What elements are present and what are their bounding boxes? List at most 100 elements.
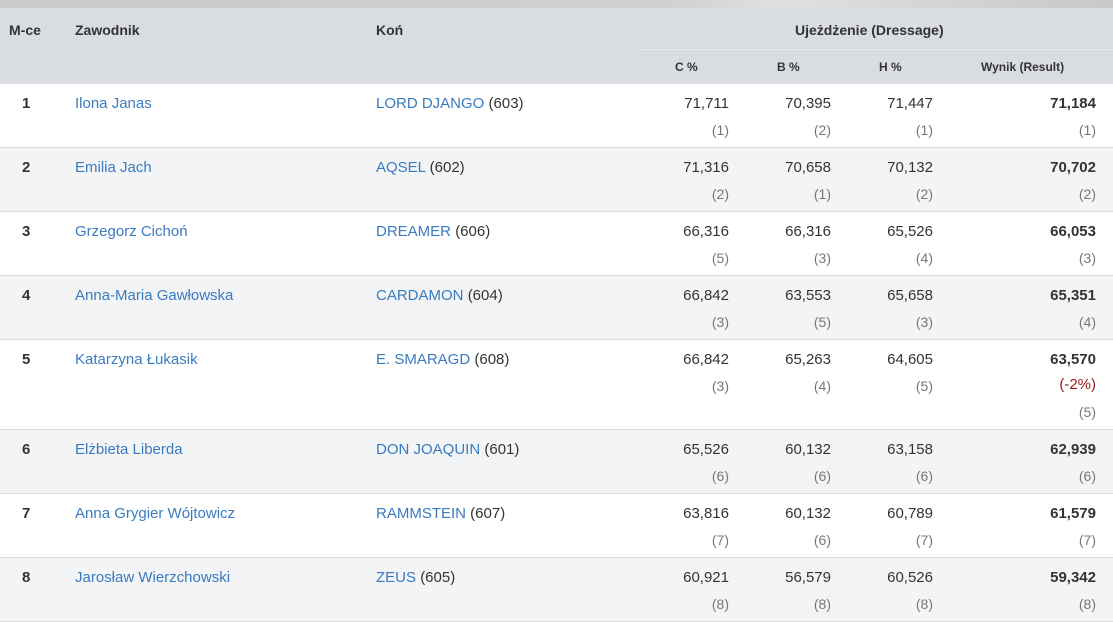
position: 7: [22, 505, 31, 522]
horse-number: (603): [488, 95, 524, 112]
horse-link[interactable]: ZEUS: [376, 569, 417, 586]
horse-cell: LORD DJANGO (603): [376, 95, 524, 112]
table-row: 7 Anna Grygier Wójtowicz RAMMSTEIN (607)…: [0, 494, 1113, 558]
rider-link[interactable]: Katarzyna Łukasik: [75, 351, 198, 368]
horse-link[interactable]: DREAMER: [376, 223, 452, 240]
score-c: 71,316: [683, 159, 729, 176]
rider-link[interactable]: Elżbieta Liberda: [75, 441, 183, 458]
score-h: 64,605: [887, 351, 933, 368]
table-row: 2 Emilia Jach AQSEL (602) 71,316 (2) 70,…: [0, 148, 1113, 212]
result-score: 62,939: [1050, 441, 1096, 458]
table-row: 3 Grzegorz Cichoń DREAMER (606) 66,316 (…: [0, 212, 1113, 276]
result-rank: (1): [1078, 122, 1096, 138]
score-b: 56,579: [785, 569, 831, 586]
col-horse: Koń: [376, 22, 404, 38]
col-b: B %: [777, 60, 800, 74]
rank-h: (2): [915, 186, 933, 202]
rank-h: (5): [915, 378, 933, 394]
horse-cell: CARDAMON (604): [376, 287, 503, 304]
result-score: 63,570: [1050, 351, 1096, 368]
result-score: 65,351: [1050, 287, 1096, 304]
result-rank: (5): [1078, 404, 1096, 420]
score-h: 70,132: [887, 159, 933, 176]
rank-h: (8): [915, 596, 933, 612]
horse-number: (601): [484, 441, 520, 458]
rank-c: (1): [711, 122, 729, 138]
result-score: 59,342: [1050, 569, 1096, 586]
score-b: 66,316: [785, 223, 831, 240]
result-rank: (2): [1078, 186, 1096, 202]
score-b: 70,658: [785, 159, 831, 176]
horse-number: (608): [474, 351, 510, 368]
result-rank: (3): [1078, 250, 1096, 266]
result-rank: (4): [1078, 314, 1096, 330]
position: 5: [22, 351, 31, 368]
rank-b: (6): [813, 532, 831, 548]
score-h: 65,526: [887, 223, 933, 240]
score-c: 66,842: [683, 287, 729, 304]
horse-link[interactable]: AQSEL: [376, 159, 426, 176]
col-position: M-ce: [9, 22, 41, 38]
table-header: M-ce Zawodnik Koń Ujeżdżenie (Dressage) …: [0, 8, 1113, 84]
position: 3: [22, 223, 31, 240]
horse-link[interactable]: DON JOAQUIN: [376, 441, 481, 458]
rider-link[interactable]: Ilona Janas: [75, 95, 152, 112]
col-h: H %: [879, 60, 902, 74]
rank-c: (8): [711, 596, 729, 612]
rank-c: (6): [711, 468, 729, 484]
rider-link[interactable]: Anna Grygier Wójtowicz: [75, 505, 236, 522]
score-h: 60,789: [887, 505, 933, 522]
rider-link[interactable]: Grzegorz Cichoń: [75, 223, 188, 240]
rider-link[interactable]: Emilia Jach: [75, 159, 152, 176]
horse-cell: E. SMARAGD (608): [376, 351, 509, 368]
position: 4: [22, 287, 31, 304]
score-c: 63,816: [683, 505, 729, 522]
result-rank: (7): [1078, 532, 1096, 548]
horse-link[interactable]: RAMMSTEIN: [376, 505, 466, 522]
horse-number: (604): [467, 287, 503, 304]
table-row: 5 Katarzyna Łukasik E. SMARAGD (608) 66,…: [0, 340, 1113, 430]
col-c: C %: [675, 60, 698, 74]
rider-link[interactable]: Jarosław Wierzchowski: [75, 569, 231, 586]
horse-cell: DON JOAQUIN (601): [376, 441, 519, 458]
col-rider: Zawodnik: [75, 22, 140, 38]
rank-h: (1): [915, 122, 933, 138]
rank-h: (4): [915, 250, 933, 266]
col-group-dressage: Ujeżdżenie (Dressage): [795, 22, 944, 38]
rank-b: (1): [813, 186, 831, 202]
score-c: 71,711: [684, 95, 729, 112]
rank-b: (6): [813, 468, 831, 484]
horse-number: (602): [429, 159, 465, 176]
banner-image-strip: [0, 0, 1113, 8]
table-body: 1 Ilona Janas LORD DJANGO (603) 71,711 (…: [0, 84, 1113, 622]
horse-link[interactable]: LORD DJANGO: [376, 95, 485, 112]
rank-h: (7): [915, 532, 933, 548]
rider-link[interactable]: Anna-Maria Gawłowska: [75, 287, 234, 304]
horse-number: (606): [455, 223, 491, 240]
rank-c: (7): [711, 532, 729, 548]
position: 1: [22, 95, 31, 112]
score-c: 66,316: [683, 223, 729, 240]
score-b: 60,132: [785, 441, 831, 458]
score-h: 63,158: [887, 441, 933, 458]
penalty: (-2%): [1059, 376, 1096, 393]
table-row: 8 Jarosław Wierzchowski ZEUS (605) 60,92…: [0, 558, 1113, 622]
col-result: Wynik (Result): [981, 60, 1065, 74]
horse-number: (607): [470, 505, 506, 522]
table-row: 1 Ilona Janas LORD DJANGO (603) 71,711 (…: [0, 84, 1113, 148]
result-score: 70,702: [1050, 159, 1096, 176]
score-b: 63,553: [785, 287, 831, 304]
horse-link[interactable]: E. SMARAGD: [376, 351, 471, 368]
position: 6: [22, 441, 31, 458]
result-score: 71,184: [1050, 95, 1096, 112]
score-h: 60,526: [887, 569, 933, 586]
result-rank: (6): [1078, 468, 1096, 484]
rank-b: (4): [813, 378, 831, 394]
horse-number: (605): [420, 569, 456, 586]
rank-c: (5): [711, 250, 729, 266]
score-h: 65,658: [887, 287, 933, 304]
horse-link[interactable]: CARDAMON: [376, 287, 464, 304]
rank-h: (6): [915, 468, 933, 484]
header-divider: [640, 49, 1113, 50]
position: 2: [22, 159, 31, 176]
